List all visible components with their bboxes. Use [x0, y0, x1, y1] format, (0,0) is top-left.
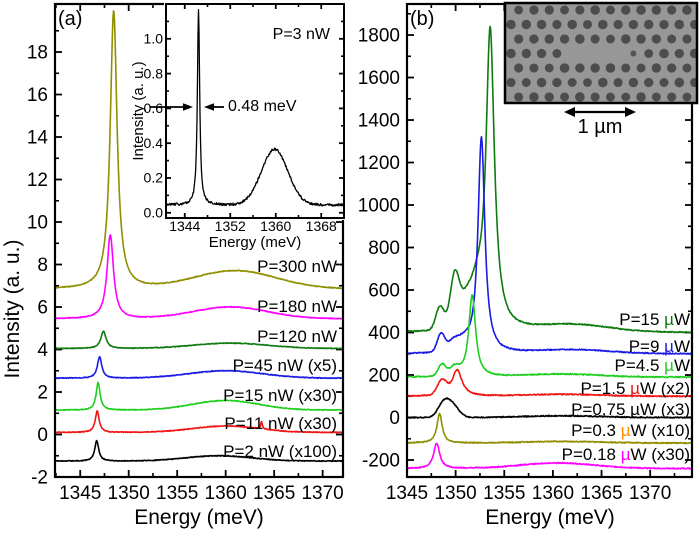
mu-symbol: µ — [620, 445, 631, 464]
svg-text:0.8: 0.8 — [144, 65, 164, 81]
spectrum-curve — [56, 355, 342, 380]
mu-symbol: µ — [664, 337, 674, 356]
svg-text:1350: 1350 — [108, 483, 150, 504]
svg-text:1344: 1344 — [169, 218, 200, 234]
svg-text:600: 600 — [368, 280, 400, 301]
series-label-1-1: P=9 µW — [628, 337, 690, 356]
series-label-0-2: P=120 nW — [257, 327, 337, 346]
mu-symbol: µ — [620, 421, 631, 440]
spectrum-curve — [56, 410, 342, 434]
svg-text:1365: 1365 — [253, 483, 295, 504]
mu-symbol: µ — [630, 400, 640, 419]
svg-text:10: 10 — [27, 212, 48, 233]
svg-text:14: 14 — [27, 127, 49, 148]
svg-text:12: 12 — [27, 170, 48, 191]
panel-a-xaxis-title: Energy (meV) — [134, 506, 264, 529]
series-label-0-5: P=11 nW (x30) — [224, 414, 337, 433]
svg-text:0.0: 0.0 — [144, 205, 164, 221]
series-label-0-0: P=300 nW — [257, 257, 337, 276]
series-label-1-4: P=0.75 µW (x3) — [571, 400, 690, 419]
mu-symbol: µ — [664, 356, 674, 375]
svg-text:1345: 1345 — [59, 483, 101, 504]
inset-a-power-label: P=3 nW — [272, 26, 330, 43]
svg-text:8: 8 — [37, 255, 48, 276]
svg-text:1365: 1365 — [580, 483, 622, 504]
linewidth-arrow-left-icon — [183, 103, 193, 111]
svg-text:1200: 1200 — [358, 153, 400, 174]
spectrum-curve — [167, 8, 343, 207]
svg-text:200: 200 — [368, 365, 400, 386]
sem-image — [503, 1, 699, 105]
svg-text:1360: 1360 — [260, 218, 291, 234]
panel-b-xaxis-title: Energy (meV) — [485, 506, 615, 529]
spectrum-curve — [408, 368, 691, 398]
svg-text:6: 6 — [37, 297, 48, 318]
spectrum-curve — [56, 234, 342, 320]
series-label-1-6: P=0.18 µW (x30) — [561, 445, 690, 464]
scale-arrow-right-icon — [625, 107, 636, 117]
spectrum-curve — [56, 439, 342, 463]
panel-b-tag: (b) — [410, 8, 435, 30]
svg-text:1350: 1350 — [434, 483, 476, 504]
series-label-0-4: P=15 nW (x30) — [223, 386, 337, 405]
spectrum-curve — [56, 381, 342, 412]
svg-text:1345: 1345 — [386, 483, 428, 504]
svg-text:1360: 1360 — [532, 483, 574, 504]
svg-text:1600: 1600 — [358, 68, 400, 89]
svg-text:-2: -2 — [31, 467, 48, 488]
svg-text:16: 16 — [27, 85, 48, 106]
inset-a-linewidth-label: 0.48 meV — [228, 98, 297, 115]
panel-a-tag: (a) — [58, 8, 83, 30]
svg-text:1000: 1000 — [358, 195, 400, 216]
sem-scale-bar-label: 1 µm — [577, 116, 623, 138]
svg-text:-200: -200 — [362, 450, 400, 471]
svg-text:0: 0 — [389, 408, 400, 429]
linewidth-arrow-right-icon — [204, 103, 214, 111]
inset-a-yaxis-title: Intensity (a. u.) — [130, 61, 147, 161]
series-label-0-1: P=180 nW — [257, 297, 337, 316]
spectrum-curve — [408, 442, 691, 470]
svg-text:0.4: 0.4 — [144, 135, 164, 151]
series-label-1-3: P=1.5 µW (x2) — [580, 379, 690, 398]
spectrum-curve — [408, 294, 691, 379]
svg-text:1355: 1355 — [156, 483, 198, 504]
svg-text:18: 18 — [27, 42, 48, 63]
panel-a-yaxis-title: Intensity (a. u.) — [1, 239, 24, 379]
svg-text:1360: 1360 — [205, 483, 247, 504]
svg-text:2: 2 — [37, 382, 48, 403]
mu-symbol: µ — [664, 310, 674, 329]
series-label-1-0: P=15 µW — [619, 310, 690, 329]
spectrum-curve — [408, 136, 691, 355]
series-label-0-3: P=45 nW (x5) — [232, 356, 337, 375]
svg-text:1352: 1352 — [215, 218, 246, 234]
svg-text:1400: 1400 — [358, 110, 400, 131]
series-label-1-2: P=4.5 µW — [614, 356, 690, 375]
inset-a-xaxis-title: Energy (meV) — [208, 234, 302, 251]
svg-text:1368: 1368 — [306, 218, 337, 234]
spectrum-curve — [408, 25, 691, 334]
svg-text:0: 0 — [37, 425, 48, 446]
svg-text:1.0: 1.0 — [144, 31, 164, 47]
svg-text:4: 4 — [37, 340, 48, 361]
spectrum-curve — [56, 10, 342, 290]
svg-text:1370: 1370 — [629, 483, 671, 504]
svg-text:1355: 1355 — [483, 483, 525, 504]
svg-text:800: 800 — [368, 238, 400, 259]
series-label-0-6: P=2 nW (x100) — [223, 442, 337, 461]
spectrum-curve — [56, 330, 342, 350]
svg-text:400: 400 — [368, 323, 400, 344]
spectrum-curve — [408, 397, 691, 419]
scale-arrow-left-icon — [564, 107, 575, 117]
svg-text:0.6: 0.6 — [144, 100, 164, 116]
spectrum-curve — [408, 412, 691, 445]
mu-symbol: µ — [630, 379, 640, 398]
svg-text:1370: 1370 — [301, 483, 343, 504]
series-label-1-5: P=0.3 µW (x10) — [571, 421, 690, 440]
svg-text:0.2: 0.2 — [144, 170, 164, 186]
svg-text:1800: 1800 — [358, 25, 400, 46]
